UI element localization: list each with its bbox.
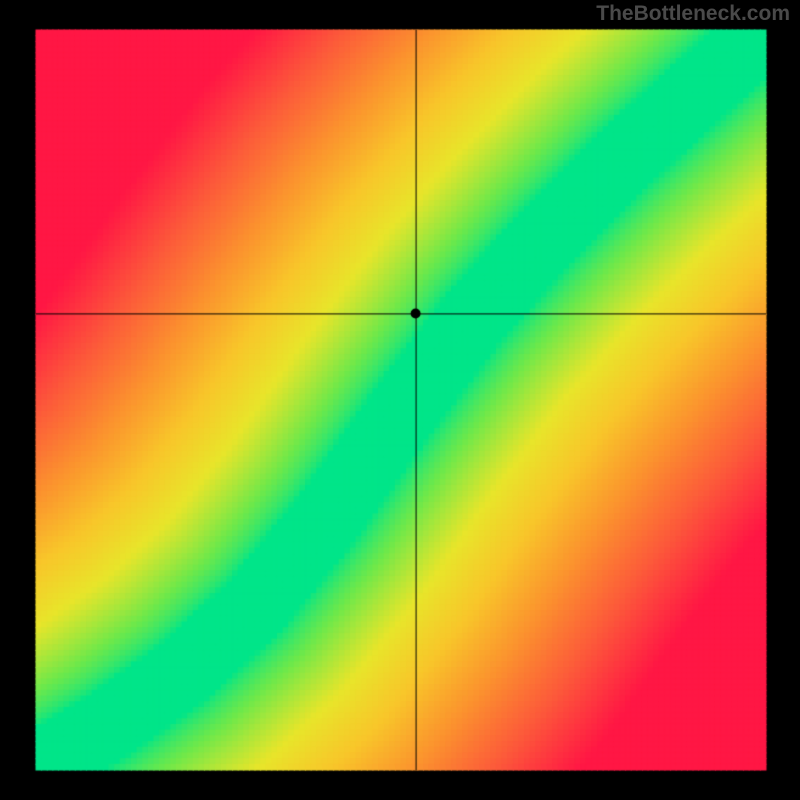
watermark-text: TheBottleneck.com <box>596 2 790 26</box>
bottleneck-heatmap <box>0 0 800 800</box>
